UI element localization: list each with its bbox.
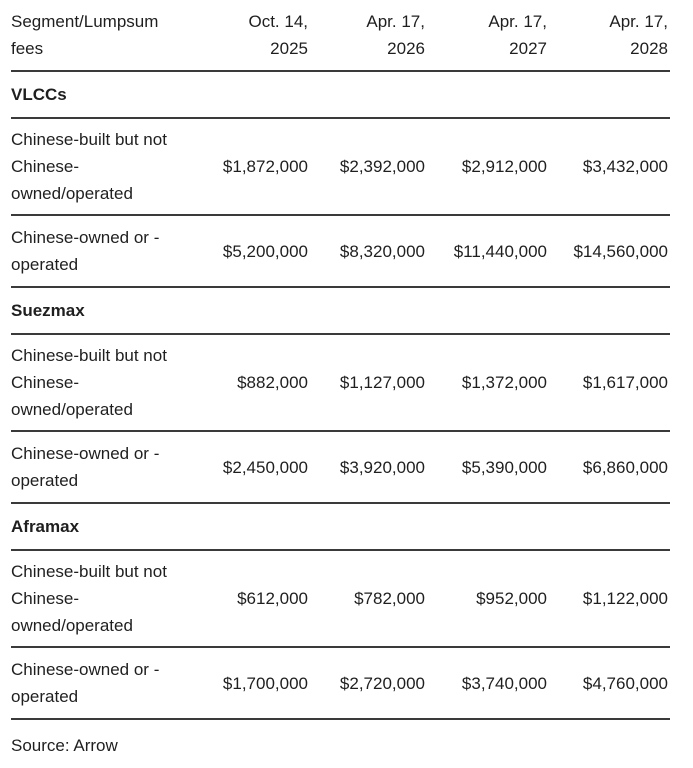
horizontal-rule — [11, 214, 670, 216]
row-label-line: Chinese-built but not — [11, 562, 167, 581]
column-header-line: 2025 — [270, 39, 308, 58]
row-label-line: operated — [11, 687, 79, 706]
column-header-apr-17-2027: Apr. 17, 2027 — [425, 8, 547, 62]
fee-value: $8,320,000 — [339, 241, 425, 261]
column-header-line: Oct. 14, — [248, 12, 308, 31]
row-label-line: Chinese- — [11, 373, 80, 392]
row-label: Chinese-owned or - operated — [11, 440, 181, 494]
row-label: Chinese-built but not Chinese- owned/ope… — [11, 126, 181, 207]
fee-value: $1,122,000 — [582, 589, 668, 608]
fee-value: $3,740,000 — [461, 673, 547, 693]
row-label-line: operated — [11, 471, 79, 490]
row-label: Chinese-built but not Chinese- owned/ope… — [11, 342, 181, 423]
fee-value: $612,000 — [237, 589, 308, 608]
fee-value: $1,872,000 — [222, 157, 308, 176]
fee-value: $5,390,000 — [461, 457, 547, 477]
table-row: Chinese-owned or - operated $5,200,000 $… — [11, 216, 670, 286]
fee-value: $882,000 — [237, 373, 308, 392]
header-label: Segment/Lumpsum fees — [11, 8, 181, 62]
row-label-line: Chinese-owned or - — [11, 444, 160, 463]
row-label-line: Chinese-built but not — [11, 346, 167, 365]
column-header-oct-14-2025: Oct. 14, 2025 — [181, 8, 308, 62]
section-header-suezmax: Suezmax — [11, 301, 85, 320]
row-label: Chinese-owned or - operated — [11, 656, 181, 710]
fee-value: $5,200,000 — [222, 241, 308, 261]
column-header-line: Apr. 17, — [609, 12, 668, 31]
table-row: Chinese-owned or - operated $2,450,000 $… — [11, 432, 670, 502]
row-label-line: Chinese- — [11, 157, 80, 176]
row-label-line: Chinese-owned or - — [11, 660, 160, 679]
fee-value: $1,372,000 — [461, 373, 547, 392]
column-header-apr-17-2028: Apr. 17, 2028 — [547, 8, 668, 62]
horizontal-rule — [11, 718, 670, 720]
horizontal-rule — [11, 70, 670, 72]
fee-value: $1,617,000 — [582, 373, 668, 392]
row-label-line: Chinese-built but not — [11, 130, 167, 149]
fee-value: $11,440,000 — [453, 241, 547, 261]
row-label: Chinese-owned or - operated — [11, 224, 181, 278]
horizontal-rule — [11, 430, 670, 432]
header-label-line: Segment/Lumpsum — [11, 12, 159, 31]
fee-value: $952,000 — [476, 589, 547, 608]
horizontal-rule — [11, 286, 670, 288]
column-header-line: Apr. 17, — [488, 12, 547, 31]
row-label-line: Chinese- — [11, 589, 80, 608]
horizontal-rule — [11, 549, 670, 551]
fee-value: $3,432,000 — [582, 157, 668, 176]
table-row: Chinese-owned or - operated $1,700,000 $… — [11, 648, 670, 718]
column-header-apr-17-2026: Apr. 17, 2026 — [308, 8, 425, 62]
column-header-line: 2026 — [387, 39, 425, 58]
table-row: Chinese-built but not Chinese- owned/ope… — [11, 551, 670, 646]
column-header-line: 2028 — [630, 39, 668, 58]
fee-value: $3,920,000 — [339, 457, 425, 477]
column-header-line: 2027 — [509, 39, 547, 58]
table-row: Chinese-built but not Chinese- owned/ope… — [11, 335, 670, 430]
column-header-line: Apr. 17, — [366, 12, 425, 31]
fee-value: $6,860,000 — [582, 457, 668, 477]
fee-value: $2,912,000 — [461, 157, 547, 176]
fee-value: $782,000 — [354, 589, 425, 608]
row-label-line: operated — [11, 255, 79, 274]
fee-value: $4,760,000 — [582, 673, 668, 693]
fee-value: $1,127,000 — [339, 373, 425, 392]
table-header-row: Segment/Lumpsum fees Oct. 14, 2025 Apr. … — [11, 8, 670, 70]
fee-value: $2,450,000 — [222, 457, 308, 477]
horizontal-rule — [11, 502, 670, 504]
row-label-line: owned/operated — [11, 616, 133, 635]
horizontal-rule — [11, 646, 670, 648]
section-header-vlccs: VLCCs — [11, 85, 67, 104]
section-header-aframax: Aframax — [11, 517, 80, 536]
row-label-line: owned/operated — [11, 184, 133, 203]
header-label-line: fees — [11, 39, 44, 58]
fee-value: $2,392,000 — [339, 157, 425, 176]
fee-value: $2,720,000 — [339, 673, 425, 693]
fee-value: $1,700,000 — [222, 673, 308, 693]
row-label-line: owned/operated — [11, 400, 133, 419]
horizontal-rule — [11, 117, 670, 119]
row-label: Chinese-built but not Chinese- owned/ope… — [11, 558, 181, 639]
source-attribution: Source: Arrow — [11, 736, 118, 755]
horizontal-rule — [11, 333, 670, 335]
row-label-line: Chinese-owned or - — [11, 228, 160, 247]
fee-value: $14,560,000 — [573, 241, 668, 261]
table-row: Chinese-built but not Chinese- owned/ope… — [11, 119, 670, 214]
